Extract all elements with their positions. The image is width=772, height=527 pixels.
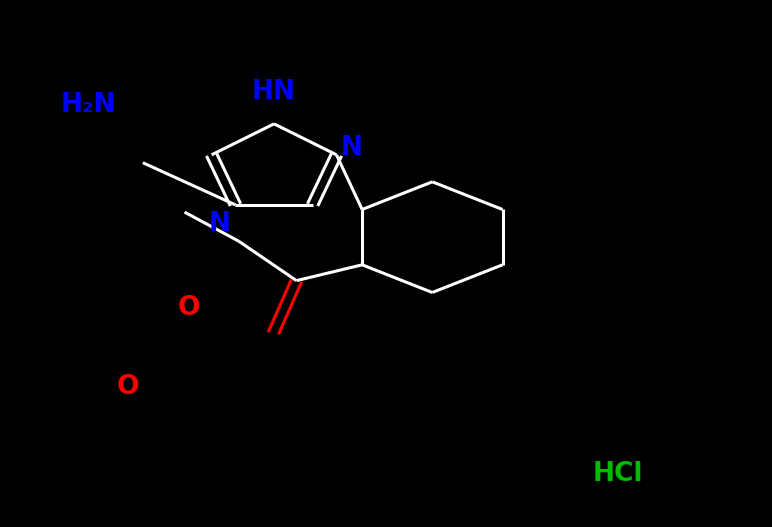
Text: O: O [116,374,139,401]
Text: N: N [340,134,362,161]
Text: N: N [209,211,231,237]
Text: HCl: HCl [592,461,643,487]
Text: O: O [178,295,201,321]
Text: H₂N: H₂N [61,92,117,119]
Text: HN: HN [252,79,296,105]
